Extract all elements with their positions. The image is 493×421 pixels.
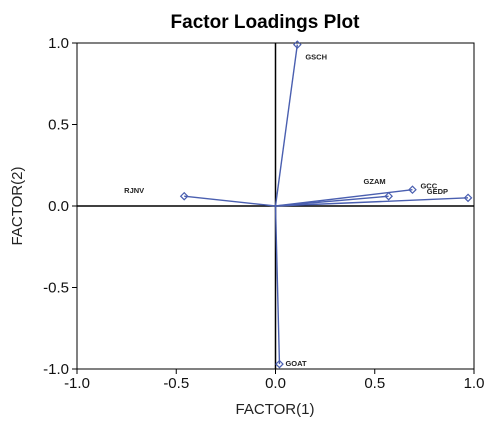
loading-point-marker	[179, 191, 189, 201]
chart-title: Factor Loadings Plot	[171, 12, 361, 33]
y-axis-ticks: 1.0 0.5 0.0 -0.5 -1.0	[43, 35, 77, 378]
point-label: GEDP	[427, 187, 448, 196]
loading-point-marker	[275, 359, 284, 369]
x-tick-label: -0.5	[163, 375, 189, 392]
point-label: GZAM	[364, 177, 386, 186]
y-tick-label: 0.5	[48, 117, 69, 134]
y-tick-label: 0.0	[48, 198, 69, 215]
loading-vector	[274, 44, 299, 207]
x-axis-ticks: -1.0 -0.5 0.0 0.5 1.0	[64, 369, 484, 392]
x-tick-label: -1.0	[64, 375, 90, 392]
y-tick-label: 1.0	[48, 35, 69, 52]
loading-vector	[275, 189, 413, 207]
loading-vector	[274, 205, 281, 365]
y-axis-title: FACTOR(2)	[9, 167, 26, 246]
loading-points	[179, 40, 473, 369]
loading-vector	[275, 197, 469, 207]
loading-point-marker	[463, 193, 473, 203]
point-label: GCC	[420, 182, 437, 191]
loading-point-marker	[292, 40, 302, 49]
loading-vectors	[184, 44, 469, 365]
loading-vector	[184, 195, 276, 207]
y-tick-label: -1.0	[43, 361, 69, 378]
loading-point-marker	[408, 185, 417, 195]
point-label: GOAT	[285, 359, 307, 368]
point-label: RJNV	[124, 186, 144, 195]
loading-point-marker	[384, 191, 393, 201]
x-axis-title: FACTOR(1)	[236, 401, 315, 418]
point-label: GSCH	[305, 53, 327, 62]
x-tick-label: 0.0	[265, 375, 286, 392]
x-tick-label: 1.0	[464, 375, 485, 392]
x-tick-label: 0.5	[364, 375, 385, 392]
y-tick-label: -0.5	[43, 280, 69, 297]
